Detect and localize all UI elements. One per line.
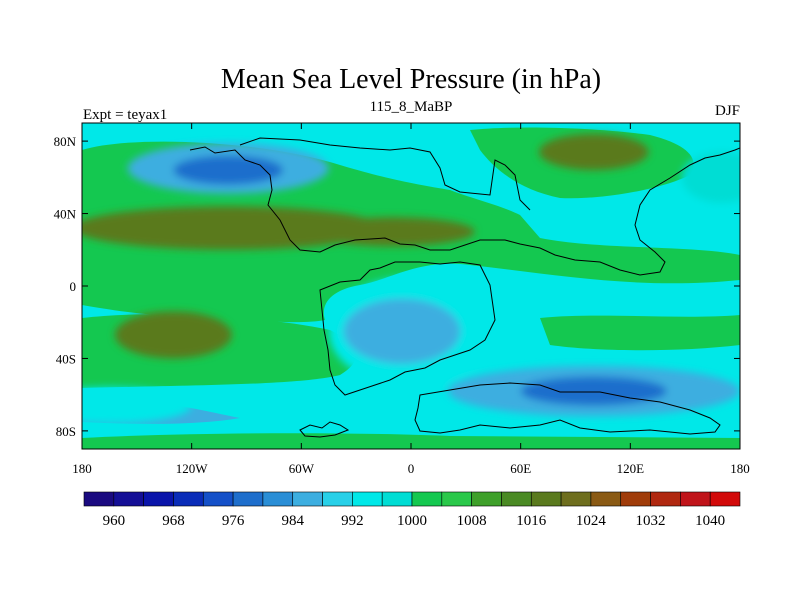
gondwana-outline [319, 261, 496, 396]
south-pacific-islands [299, 421, 350, 438]
colorbar-swatch [560, 491, 592, 507]
x-tick-label: 120W [176, 461, 209, 476]
colorbar-swatch [650, 491, 681, 507]
north-pacific-low [681, 151, 740, 203]
laurasia-north-coast [239, 137, 531, 211]
southern-high [114, 311, 232, 359]
colorbar-swatch [381, 491, 413, 507]
colorbar-swatch [441, 491, 472, 507]
colorbar-swatch [262, 491, 294, 507]
y-tick-label: 80S [56, 424, 76, 439]
x-tick-label: 180 [730, 461, 750, 476]
antarctic-outline [414, 382, 721, 435]
far-south-green [82, 433, 740, 449]
y-tick-label: 0 [70, 279, 77, 294]
colorbar-label: 1000 [397, 513, 427, 529]
colorbar-swatch [471, 491, 502, 507]
colorbar-label: 1008 [457, 513, 487, 529]
colorbar-swatch [143, 491, 174, 507]
colorbar-swatch [709, 491, 741, 507]
arctic-high [538, 133, 649, 171]
colorbar: 960 968 976 984 992 1000 1008 1016 1024 1032 1040 [83, 491, 741, 529]
colorbar-swatch [292, 491, 323, 507]
laurasia-outline [189, 146, 740, 276]
colorbar-swatch [501, 491, 532, 507]
continent-outlines [189, 137, 740, 438]
x-tick-label: 60E [510, 461, 531, 476]
north-atlantic-low-core [173, 155, 284, 185]
colorbar-swatch [530, 491, 562, 507]
x-axis: 180 120W 60W 0 60E 120E 180 [72, 123, 750, 476]
colorbar-label: 1016 [516, 513, 547, 529]
colorbar-swatch [173, 491, 204, 507]
colorbar-swatch [113, 491, 144, 507]
pangea-thermal-low-core [343, 298, 461, 364]
colorbar-swatch [620, 491, 651, 507]
time-label: 115_8_MaBP [370, 99, 453, 115]
season-label: DJF [715, 103, 740, 119]
colorbar-swatch [322, 491, 353, 507]
colorbar-swatch [202, 491, 234, 507]
colorbar-label: 1032 [636, 513, 666, 529]
plot-area [82, 123, 740, 449]
colorbar-label: 1024 [576, 513, 607, 529]
colorbar-swatch [83, 491, 115, 507]
y-tick-label: 80N [54, 134, 77, 149]
northern-high [82, 206, 384, 250]
colorbar-label: 968 [162, 513, 185, 529]
colorbar-label: 992 [341, 513, 364, 529]
x-tick-label: 180 [72, 461, 92, 476]
colorbar-swatch [590, 491, 622, 507]
northern-high-east [310, 217, 475, 247]
colorbar-label: 1040 [695, 513, 725, 529]
colorbar-swatch [680, 491, 711, 507]
colorbar-swatch [411, 491, 443, 507]
southern-ocean-low-core [520, 376, 667, 406]
colorbar-swatch [232, 491, 264, 507]
colorbar-label: 976 [222, 513, 245, 529]
southern-green-east [540, 315, 740, 351]
chart-title: Mean Sea Level Pressure (in hPa) [221, 64, 601, 95]
southern-ocean-low-west [82, 387, 192, 424]
colorbar-label: 960 [103, 513, 126, 529]
y-tick-label: 40S [56, 351, 76, 366]
x-tick-label: 0 [408, 461, 415, 476]
colorbar-label: 984 [281, 513, 304, 529]
colorbar-swatch [352, 491, 383, 507]
x-tick-label: 120E [617, 461, 645, 476]
y-axis: 80N 40N 0 40S 80S [54, 134, 740, 439]
x-tick-label: 60W [289, 461, 315, 476]
experiment-label: Expt = teyax1 [83, 107, 167, 123]
y-tick-label: 40N [54, 207, 77, 222]
